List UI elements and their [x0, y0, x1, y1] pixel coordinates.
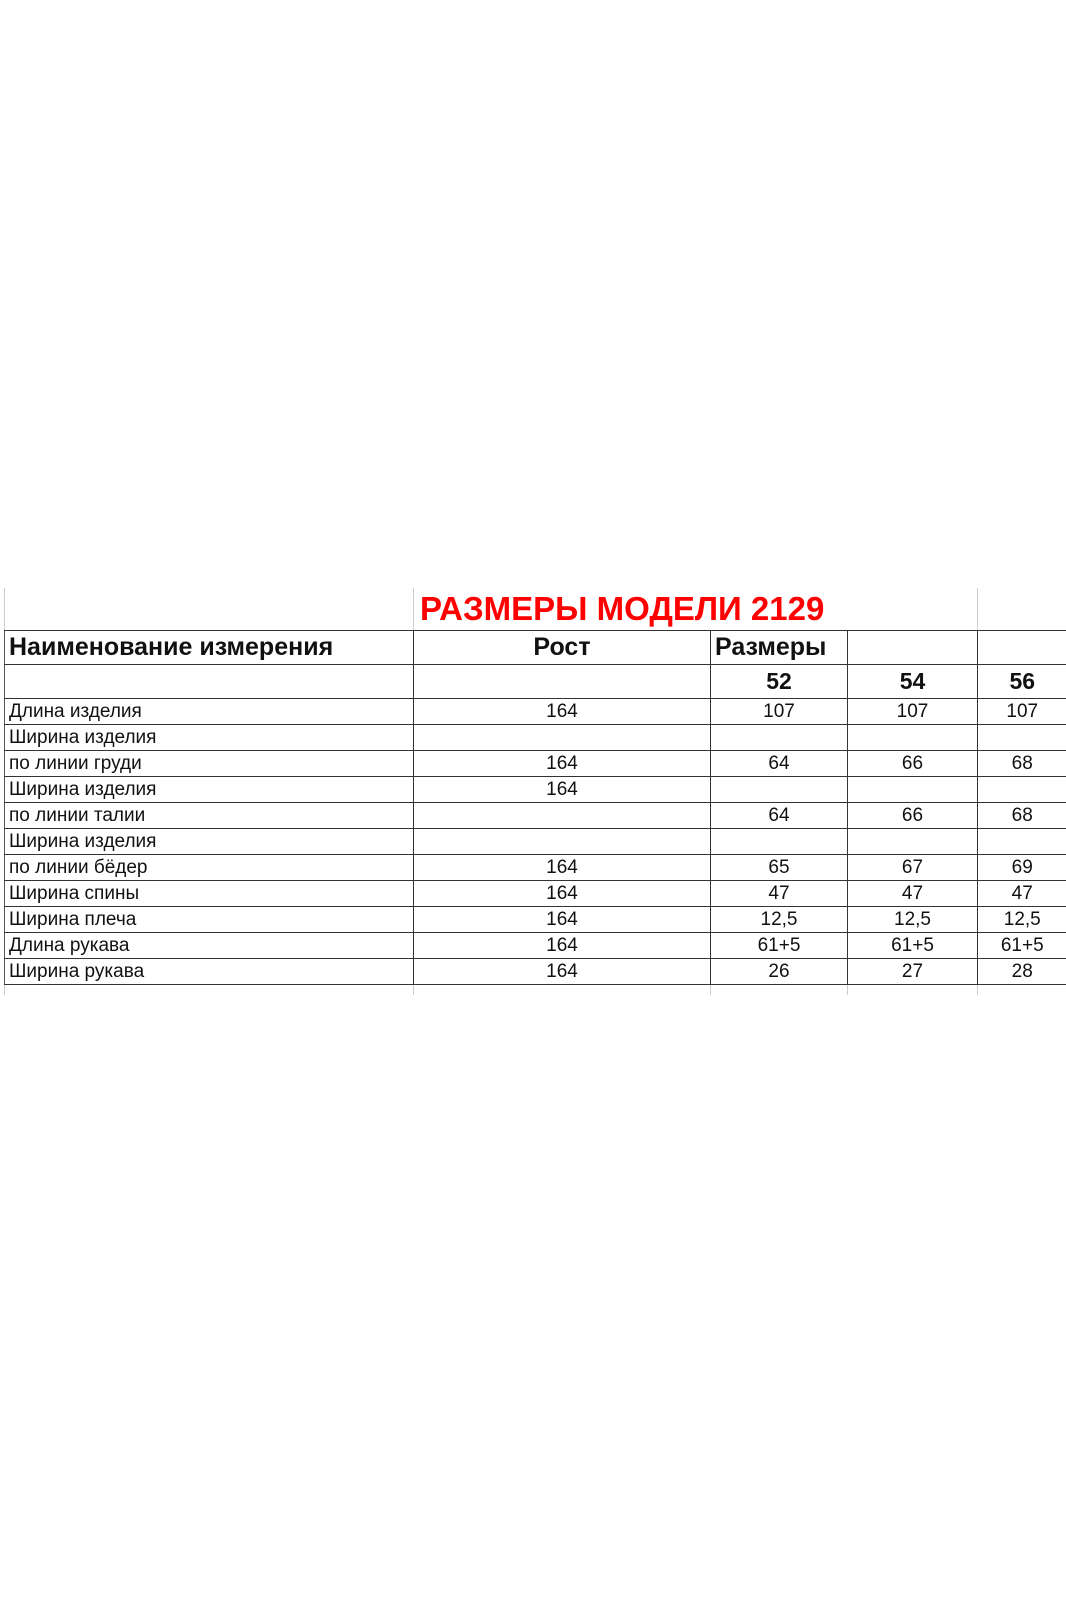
size-56-value: 68: [977, 750, 1066, 777]
size-54-value: 107: [847, 698, 978, 725]
size-56-value: 69: [977, 854, 1066, 881]
empty-cell: [710, 984, 848, 995]
table-row: Ширина спины 164 47 47 47: [4, 880, 1066, 907]
empty-cell: [4, 588, 414, 631]
height-cell: [413, 802, 711, 829]
size-56-value: 68: [977, 802, 1066, 829]
height-cell: 164: [413, 958, 711, 985]
empty-cell: [977, 984, 1066, 995]
size-52-value: 65: [710, 854, 848, 881]
table-row: Ширина изделия: [4, 724, 1066, 751]
empty-cell: [413, 984, 711, 995]
header-name: Наименование измерения: [4, 630, 414, 665]
size-52-value: 61+5: [710, 932, 848, 959]
size-52-value: [710, 776, 848, 803]
size-54-value: 47: [847, 880, 978, 907]
size-56-value: [977, 724, 1066, 751]
height-cell: 164: [413, 906, 711, 933]
size-54-value: 66: [847, 802, 978, 829]
measurement-name: по линии груди: [4, 750, 414, 777]
table-row: Ширина плеча 164 12,5 12,5 12,5: [4, 906, 1066, 933]
empty-cell: [4, 984, 414, 995]
size-52-value: 64: [710, 750, 848, 777]
height-cell: [413, 724, 711, 751]
size-56-value: 28: [977, 958, 1066, 985]
size-54-value: 67: [847, 854, 978, 881]
tail-row: [4, 984, 1066, 995]
measurement-name: Ширина изделия: [4, 724, 414, 751]
height-cell: 164: [413, 854, 711, 881]
size-54-value: [847, 828, 978, 855]
size-56-value: [977, 776, 1066, 803]
height-cell: 164: [413, 880, 711, 907]
size-56-value: [977, 828, 1066, 855]
height-cell: 164: [413, 932, 711, 959]
size-52-value: 12,5: [710, 906, 848, 933]
measurement-name: Ширина рукава: [4, 958, 414, 985]
measurement-name: по линии бёдер: [4, 854, 414, 881]
size-54-value: 27: [847, 958, 978, 985]
height-cell: 164: [413, 776, 711, 803]
size-52: 52: [710, 664, 848, 699]
title-row: РАЗМЕРЫ МОДЕЛИ 2129: [4, 588, 1066, 631]
table-row: по линии бёдер 164 65 67 69: [4, 854, 1066, 881]
empty-cell: [413, 664, 711, 699]
height-cell: 164: [413, 750, 711, 777]
empty-cell: [847, 630, 978, 665]
measurement-name: Длина рукава: [4, 932, 414, 959]
header-height: Рост: [413, 630, 711, 665]
empty-cell: [847, 984, 978, 995]
size-54-value: [847, 724, 978, 751]
height-cell: 164: [413, 698, 711, 725]
table-row: Ширина рукава 164 26 27 28: [4, 958, 1066, 985]
measurement-name: Ширина изделия: [4, 776, 414, 803]
empty-cell: [4, 664, 414, 699]
size-56-value: 47: [977, 880, 1066, 907]
empty-cell: [977, 588, 1066, 631]
sizes-row: 52 54 56: [4, 664, 1066, 699]
size-52-value: 107: [710, 698, 848, 725]
size-54: 54: [847, 664, 978, 699]
height-cell: [413, 828, 711, 855]
size-56: 56: [977, 664, 1066, 699]
header-sizes: Размеры: [710, 630, 848, 665]
size-56-value: 107: [977, 698, 1066, 725]
table-row: Ширина изделия: [4, 828, 1066, 855]
table-row: Длина изделия 164 107 107 107: [4, 698, 1066, 725]
table-row: по линии груди 164 64 66 68: [4, 750, 1066, 777]
measurement-name: по линии талии: [4, 802, 414, 829]
size-54-value: 61+5: [847, 932, 978, 959]
size-56-value: 61+5: [977, 932, 1066, 959]
table-row: по линии талии 64 66 68: [4, 802, 1066, 829]
measurement-name: Ширина спины: [4, 880, 414, 907]
size-52-value: [710, 724, 848, 751]
table-row: Длина рукава 164 61+5 61+5 61+5: [4, 932, 1066, 959]
size-table: РАЗМЕРЫ МОДЕЛИ 2129 Наименование измерен…: [4, 588, 1066, 995]
size-54-value: 12,5: [847, 906, 978, 933]
size-52-value: 47: [710, 880, 848, 907]
measurement-name: Ширина изделия: [4, 828, 414, 855]
size-52-value: [710, 828, 848, 855]
table-title: РАЗМЕРЫ МОДЕЛИ 2129: [413, 588, 978, 631]
size-52-value: 26: [710, 958, 848, 985]
table-row: Ширина изделия 164: [4, 776, 1066, 803]
header-row: Наименование измерения Рост Размеры: [4, 630, 1066, 665]
size-52-value: 64: [710, 802, 848, 829]
size-table-container: РАЗМЕРЫ МОДЕЛИ 2129 Наименование измерен…: [4, 588, 1066, 995]
size-54-value: 66: [847, 750, 978, 777]
empty-cell: [977, 630, 1066, 665]
measurement-name: Длина изделия: [4, 698, 414, 725]
size-56-value: 12,5: [977, 906, 1066, 933]
measurement-name: Ширина плеча: [4, 906, 414, 933]
size-54-value: [847, 776, 978, 803]
